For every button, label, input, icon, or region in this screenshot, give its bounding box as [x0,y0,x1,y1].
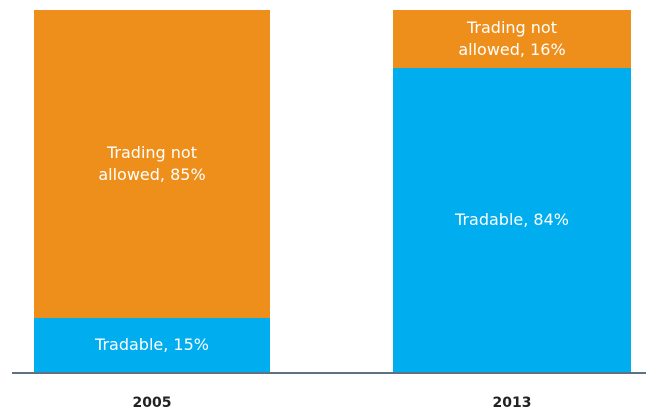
bar-segment [393,67,631,372]
data-label: Trading not allowed, 85% [98,142,206,184]
x-tick-label: 2013 [492,395,532,410]
data-label: Trading not allowed, 16% [458,17,566,59]
x-axis-line [12,372,646,374]
x-tick-label: 2005 [132,395,172,410]
data-label: Tradable, 84% [455,209,569,229]
bar-segment [393,10,631,68]
bar-segment [34,317,270,372]
bar-segment [34,10,270,318]
data-label: Tradable, 15% [95,334,209,354]
